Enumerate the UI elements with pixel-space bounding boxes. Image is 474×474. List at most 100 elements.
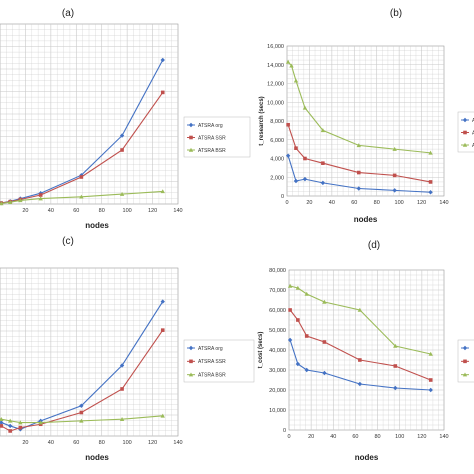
series-3 (285, 59, 433, 155)
data-point (304, 367, 309, 373)
data-point (304, 334, 309, 338)
x-tick-label: 0 (287, 434, 290, 440)
data-point (321, 161, 325, 165)
grid (289, 270, 444, 430)
legend-marker (188, 122, 194, 128)
legend-entry: A (472, 118, 474, 124)
data-point (393, 343, 398, 348)
x-tick-label: 120 (417, 434, 426, 440)
data-point (7, 200, 13, 204)
legend-marker (189, 359, 193, 364)
legend-entry: A (472, 143, 474, 149)
y-axis-label: t_cost (secs) (258, 332, 264, 369)
series-2 (288, 308, 433, 382)
x-tick-label: 0 (285, 200, 288, 206)
data-point (296, 318, 300, 322)
x-tick-label: 120 (148, 208, 157, 214)
x-tick-label: 100 (123, 440, 132, 446)
data-point (0, 420, 4, 425)
data-point (392, 146, 397, 151)
data-point (38, 193, 43, 197)
data-point (79, 175, 84, 179)
legend: AAA (457, 111, 474, 153)
x-tick-label: 80 (375, 434, 381, 440)
data-point (79, 410, 84, 415)
panel-label: (d) (368, 240, 380, 251)
data-point (287, 337, 293, 343)
x-tick-label: 140 (439, 200, 448, 206)
legend-box (183, 339, 255, 383)
y-axis-label: t_research (secs) (259, 96, 265, 145)
grid (287, 46, 444, 196)
y-tick-label: 80,000 (269, 268, 286, 274)
legend-marker (188, 147, 194, 152)
chart-panel-4: (d) 0 20 40 60 80 100 120 140 0 10,000 20,000 30,000… (258, 240, 474, 462)
legend-marker (463, 359, 467, 364)
data-point (356, 143, 361, 148)
legend-entry: ATSRA BSR (198, 148, 226, 154)
x-tick-label: 60 (73, 208, 79, 214)
x-tick-label: 140 (439, 434, 448, 440)
y-tick-label: 20,000 (269, 388, 286, 394)
data-point (393, 364, 398, 368)
series-1 (285, 153, 433, 195)
data-point (428, 180, 433, 184)
y-tick-label: 50,000 (269, 328, 286, 334)
data-point (428, 190, 433, 195)
series-3 (0, 413, 165, 425)
x-axis-label: nodes (355, 453, 379, 462)
grid (0, 24, 178, 204)
series-3 (0, 189, 165, 206)
y-tick-label: 4,000 (270, 157, 284, 163)
data-point (295, 361, 301, 367)
data-point (286, 122, 290, 127)
legend: ATSRA org ATSRA SSR ATSRA BSR (183, 116, 251, 158)
x-tick-label: 40 (330, 434, 336, 440)
y-tick-label: 60,000 (269, 308, 286, 314)
x-axis-label: nodes (354, 215, 378, 224)
legend-marker (462, 142, 468, 147)
legend-marker (463, 130, 467, 135)
y-tick-label: 30,000 (269, 368, 286, 374)
data-point (0, 417, 4, 421)
x-tick-label: 60 (73, 440, 79, 446)
data-point (38, 420, 43, 425)
data-point (356, 170, 361, 175)
legend-entry: ATSRA org (198, 346, 223, 352)
legend (457, 339, 474, 383)
grid (0, 268, 178, 436)
series-2 (286, 122, 433, 184)
data-point (302, 176, 308, 182)
legend-marker (462, 372, 468, 377)
panel-label: (a) (62, 8, 74, 19)
legend-entry: ATSRA BSR (198, 372, 226, 378)
data-point (288, 308, 292, 312)
data-point (285, 59, 291, 64)
legend-marker (462, 117, 468, 123)
data-point (18, 198, 23, 203)
x-tick-label: 20 (22, 208, 28, 214)
data-point (119, 363, 125, 368)
data-point (428, 378, 433, 382)
y-tick-label: 16,000 (267, 44, 284, 50)
y-tick-label: 10,000 (269, 408, 286, 414)
panel-label: (c) (62, 236, 74, 247)
data-point (18, 425, 23, 430)
y-tick-label: 2,000 (270, 175, 284, 181)
x-tick-label: 120 (417, 200, 426, 206)
legend-marker (462, 345, 468, 351)
legend-entry: ATSRA org (198, 123, 223, 129)
data-point (392, 188, 397, 193)
y-tick-label: 12,000 (267, 82, 284, 88)
x-tick-label: 20 (22, 440, 28, 446)
data-point (8, 429, 12, 433)
data-point (38, 196, 43, 201)
data-point (293, 178, 299, 184)
x-tick-label: 100 (395, 434, 404, 440)
x-tick-label: 60 (352, 434, 358, 440)
data-point (0, 424, 4, 428)
x-tick-label: 20 (306, 200, 312, 206)
data-point (120, 148, 124, 152)
